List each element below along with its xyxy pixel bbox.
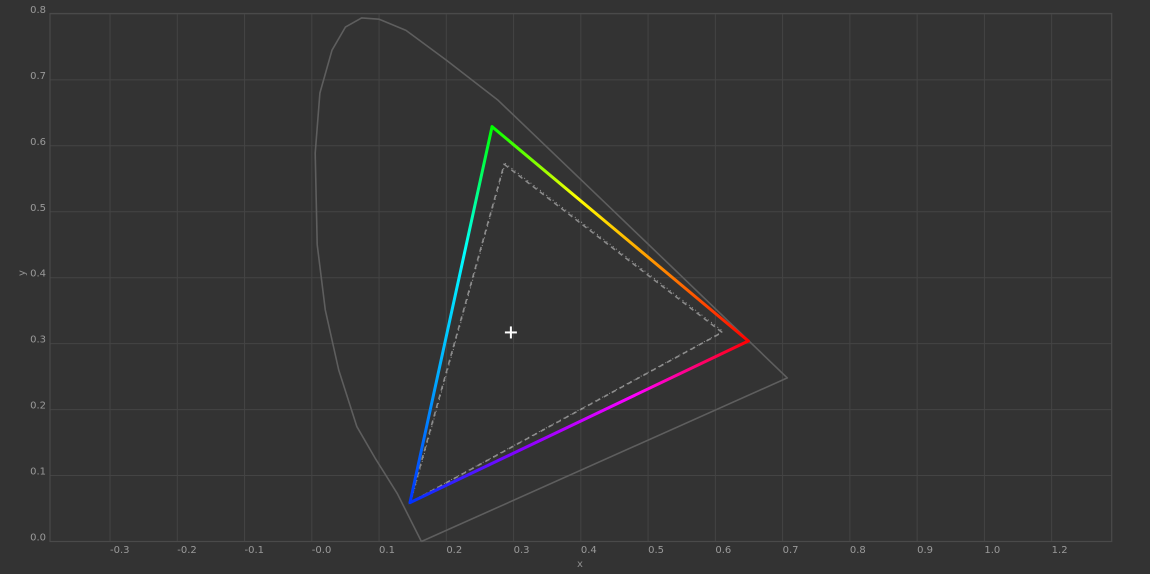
x-tick-label: -0.3 xyxy=(110,545,130,556)
y-tick-label: 0.4 xyxy=(30,269,46,280)
gamut-edge-blue-green xyxy=(408,125,494,505)
y-tick-label: 0.8 xyxy=(30,5,46,16)
reference-gamut-dotted xyxy=(410,162,725,503)
x-tick-label: 0.5 xyxy=(648,545,664,556)
y-tick-label: 0.2 xyxy=(30,401,46,412)
y-tick-label: 0.5 xyxy=(30,203,46,214)
spectral-locus xyxy=(314,17,789,543)
x-tick-label: 0.3 xyxy=(514,545,530,556)
y-tick-label: 0.1 xyxy=(30,467,46,478)
x-tick-label: 0.7 xyxy=(783,545,799,556)
plot-marks xyxy=(314,17,789,543)
y-tick-label: 0.7 xyxy=(30,71,46,82)
x-tick-label: 0.1 xyxy=(379,545,395,556)
grid xyxy=(49,12,1113,543)
white-point-marker xyxy=(504,326,517,339)
y-tick-label: 0.6 xyxy=(30,137,46,148)
x-axis-label: x xyxy=(577,559,583,570)
x-tick-label: 0.4 xyxy=(581,545,597,556)
x-tick-label: -0.0 xyxy=(312,545,332,556)
x-tick-label: -0.1 xyxy=(245,545,265,556)
y-tick-label: 0.0 xyxy=(30,533,46,544)
plot-frame xyxy=(49,12,1113,543)
y-axis-label: y xyxy=(17,270,28,276)
tick-labels: -0.3 -0.2 -0.1 -0.0 0.1 0.2 0.3 0.4 0.5 0.6 0.7 0.8… xyxy=(30,5,1067,556)
x-tick-label: 0.6 xyxy=(715,545,731,556)
x-tick-label: 0.2 xyxy=(446,545,462,556)
x-tick-label: -0.2 xyxy=(177,545,197,556)
x-tick-label: 1.0 xyxy=(984,545,1000,556)
gamut-edge-red-blue xyxy=(408,339,750,505)
gamut-edge-green-red xyxy=(490,125,750,343)
reference-gamut-triangle xyxy=(408,162,724,505)
x-tick-label: 1.2 xyxy=(1052,545,1068,556)
x-tick-label: 0.8 xyxy=(850,545,866,556)
x-tick-label: 0.9 xyxy=(917,545,933,556)
y-tick-label: 0.3 xyxy=(30,335,46,346)
